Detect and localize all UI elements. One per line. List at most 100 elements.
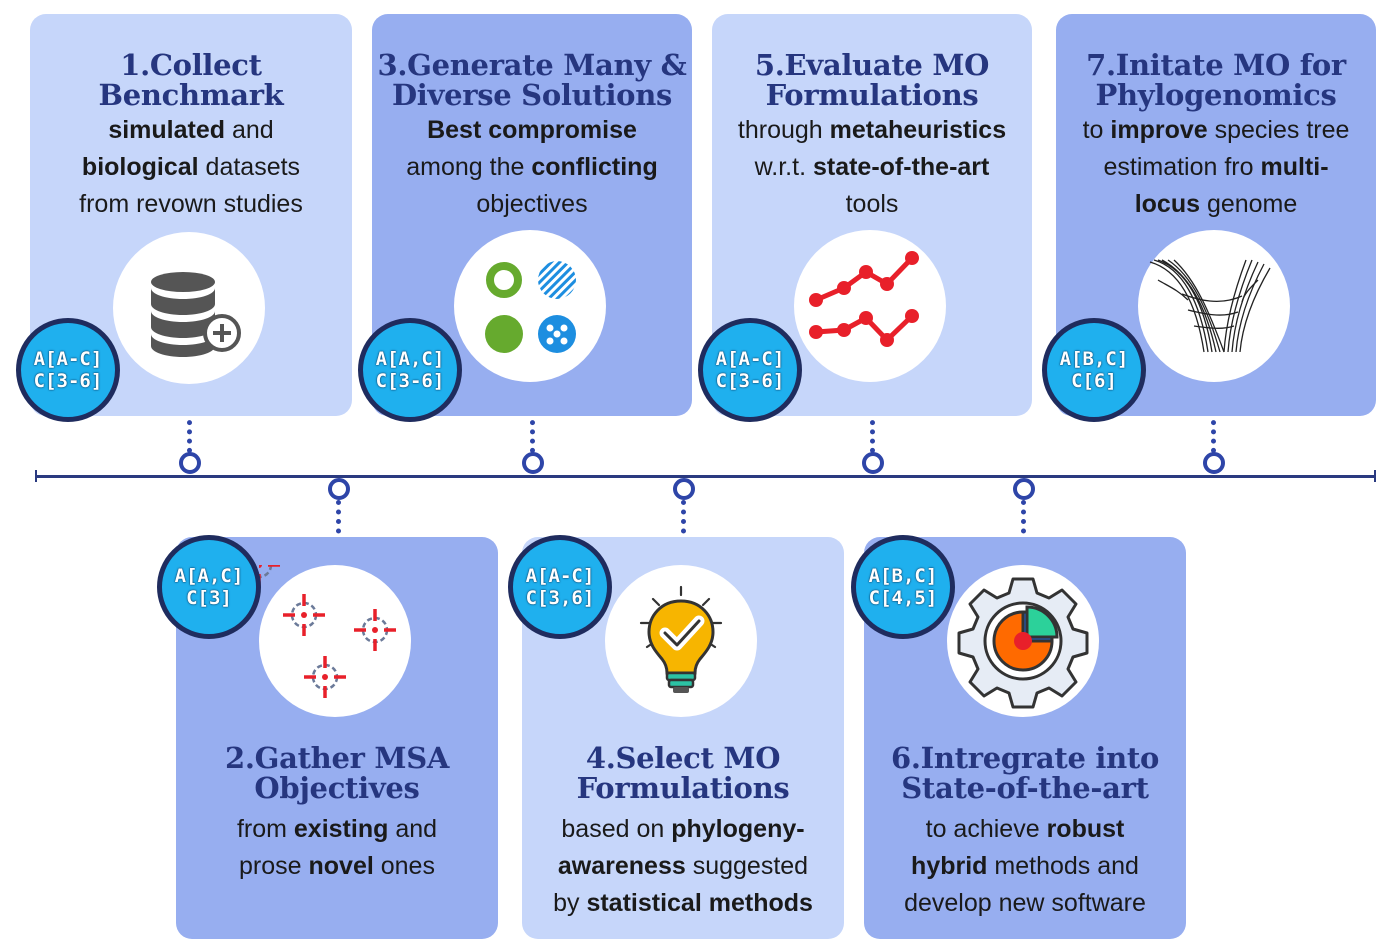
diverse-circles-icon bbox=[454, 230, 606, 382]
emphasis-text: statistical methods bbox=[586, 889, 813, 917]
description-text: from bbox=[236, 815, 294, 843]
description-text: suggested bbox=[685, 852, 809, 880]
description-text: methods and bbox=[987, 852, 1139, 880]
description-text: datasets bbox=[198, 153, 301, 181]
phylogeny-tree-icon bbox=[1138, 230, 1290, 382]
description-line: prose novel ones bbox=[182, 848, 492, 885]
description-line: objectives bbox=[378, 186, 686, 223]
description-text: develop new software bbox=[904, 889, 1146, 917]
description-text: and bbox=[225, 116, 274, 144]
step4-title: 4.Select MO Formulations bbox=[576, 741, 790, 805]
description-line: from existing and bbox=[182, 811, 492, 848]
emphasis-text: metaheuristics bbox=[829, 116, 1007, 144]
description-line: w.r.t. state-of-the-art bbox=[718, 149, 1026, 186]
step4-description: based on phylogeny-awareness suggested by… bbox=[528, 811, 838, 922]
description-line: biological datasets bbox=[36, 149, 346, 186]
step3-title: 3.Generate Many & Diverse Solutions bbox=[377, 48, 687, 112]
description-text: ones bbox=[373, 852, 435, 880]
timeline-axis bbox=[36, 475, 1376, 478]
line-chart-icon bbox=[794, 230, 946, 382]
step5-title: 5.Evaluate MO Formulations bbox=[754, 48, 990, 112]
step3-connector bbox=[530, 383, 535, 453]
step6-description: to achieve robust hybrid methods and devel… bbox=[870, 811, 1180, 922]
description-text: among the bbox=[406, 153, 532, 181]
step1-badge: A[A-C] C[3-6] bbox=[16, 318, 120, 422]
emphasis-text: existing bbox=[293, 815, 389, 843]
description-line: among the conflicting bbox=[378, 149, 686, 186]
step6-timeline-node bbox=[1013, 478, 1035, 500]
database-add-icon bbox=[113, 232, 265, 384]
emphasis-text: Best compromise bbox=[427, 116, 637, 144]
description-text: tools bbox=[845, 190, 899, 218]
step7-description: to improve species tree estimation fro mu… bbox=[1062, 112, 1370, 223]
description-line: Best compromise bbox=[378, 112, 686, 149]
description-line: from revown studies bbox=[36, 186, 346, 223]
step7-connector bbox=[1211, 383, 1216, 453]
description-text: estimation fro bbox=[1103, 153, 1261, 181]
description-line: through metaheuristics bbox=[718, 112, 1026, 149]
description-line: based on phylogeny- bbox=[528, 811, 838, 848]
description-text: species tree bbox=[1207, 116, 1350, 144]
step3-timeline-node bbox=[522, 452, 544, 474]
step1-timeline-node bbox=[179, 452, 201, 474]
step4-timeline-node bbox=[673, 478, 695, 500]
timeline-end-tick bbox=[1374, 470, 1376, 482]
description-line: hybrid methods and bbox=[870, 848, 1180, 885]
description-line: develop new software bbox=[870, 885, 1180, 922]
emphasis-text: locus bbox=[1134, 190, 1200, 218]
emphasis-text: conflicting bbox=[531, 153, 658, 181]
emphasis-text: simulated bbox=[108, 116, 226, 144]
step1-connector bbox=[187, 383, 192, 453]
step7-badge: A[B,C] C[6] bbox=[1042, 318, 1146, 422]
description-line: tools bbox=[718, 186, 1026, 223]
lightbulb-check-icon bbox=[605, 565, 757, 717]
description-text: based on bbox=[561, 815, 672, 843]
step2-badge: A[A,C] C[3] bbox=[157, 535, 261, 639]
step2-connector bbox=[336, 500, 341, 562]
timeline-start-tick bbox=[35, 470, 37, 482]
step6-title: 6.Intregrate into State-of-the-art bbox=[890, 741, 1160, 805]
description-text: and bbox=[388, 815, 438, 843]
emphasis-text: multi- bbox=[1260, 153, 1329, 181]
description-text: genome bbox=[1200, 190, 1298, 218]
description-text: through bbox=[737, 116, 830, 144]
step2-description: from existing and prose novel ones bbox=[182, 811, 492, 885]
step3-description: Best compromise among the conflicting obje… bbox=[378, 112, 686, 223]
step6-badge: A[B,C] C[4,5] bbox=[851, 535, 955, 639]
step7-title: 7.Initate MO for Phylogenomics bbox=[1086, 48, 1346, 112]
step5-description: through metaheuristics w.r.t. state-of-th… bbox=[718, 112, 1026, 223]
emphasis-text: improve bbox=[1110, 116, 1208, 144]
description-text: to bbox=[1082, 116, 1111, 144]
step1-description: simulated and biological datasets from rev… bbox=[36, 112, 346, 223]
step3-badge: A[A,C] C[3-6] bbox=[358, 318, 462, 422]
description-text: from revown studies bbox=[79, 190, 303, 218]
description-line: locus genome bbox=[1062, 186, 1370, 223]
emphasis-text: biological bbox=[81, 153, 199, 181]
step5-connector bbox=[870, 383, 875, 453]
emphasis-text: phylogeny- bbox=[671, 815, 805, 843]
description-line: awareness suggested bbox=[528, 848, 838, 885]
description-line: to achieve robust bbox=[870, 811, 1180, 848]
step2-title: 2.Gather MSA Objectives bbox=[224, 741, 450, 805]
step7-timeline-node bbox=[1203, 452, 1225, 474]
step2-timeline-node bbox=[328, 478, 350, 500]
description-line: simulated and bbox=[36, 112, 346, 149]
step5-timeline-node bbox=[862, 452, 884, 474]
step4-badge: A[A-C] C[3,6] bbox=[508, 535, 612, 639]
description-text: w.r.t. bbox=[754, 153, 813, 181]
description-line: to improve species tree bbox=[1062, 112, 1370, 149]
description-text: objectives bbox=[476, 190, 588, 218]
emphasis-text: hybrid bbox=[911, 852, 988, 880]
step6-connector bbox=[1021, 500, 1026, 562]
step1-title: 1.Collect Benchmark bbox=[98, 48, 284, 112]
description-line: by statistical methods bbox=[528, 885, 838, 922]
description-text: by bbox=[553, 889, 587, 917]
emphasis-text: awareness bbox=[557, 852, 686, 880]
description-text: to achieve bbox=[925, 815, 1047, 843]
description-line: estimation fro multi- bbox=[1062, 149, 1370, 186]
emphasis-text: state-of-the-art bbox=[812, 153, 990, 181]
emphasis-text: robust bbox=[1046, 815, 1125, 843]
step4-connector bbox=[681, 500, 686, 562]
crosshair-targets-icon bbox=[259, 565, 411, 717]
description-text: prose bbox=[239, 852, 309, 880]
